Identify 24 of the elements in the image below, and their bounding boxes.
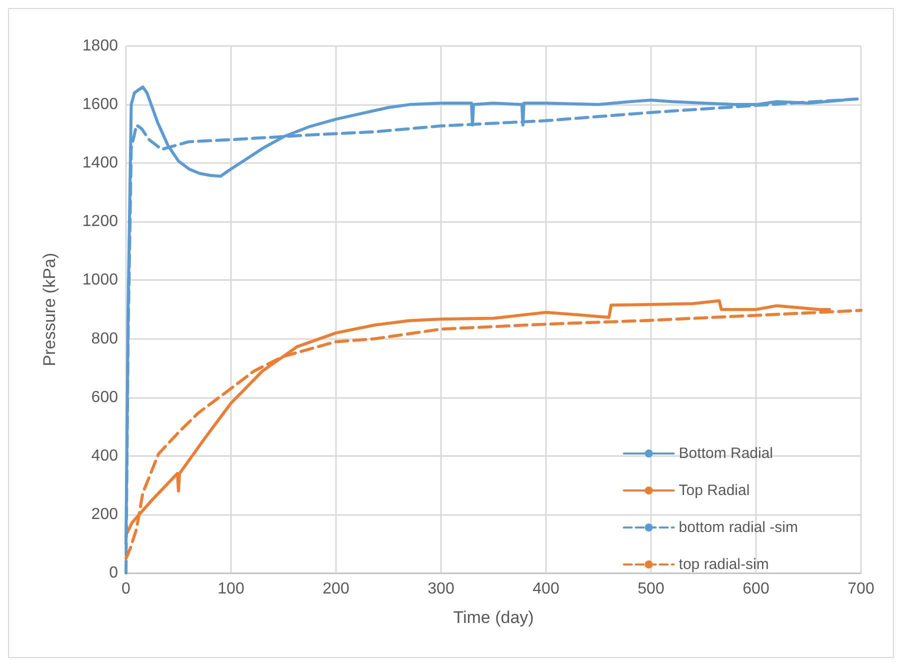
y-tick-label: 1600: [82, 96, 118, 114]
legend-label: bottom radial -sim: [678, 519, 798, 536]
legend-label: top radial-sim: [678, 556, 769, 573]
x-tick-label: 500: [638, 580, 664, 598]
x-tick-label: 0: [122, 580, 131, 598]
x-tick-label: 200: [322, 580, 350, 598]
y-tick-label: 800: [91, 330, 118, 348]
y-tick-label: 1200: [82, 213, 118, 230]
y-axis-title: Pressure (kPa): [40, 252, 59, 366]
y-tick-label: 400: [91, 447, 118, 464]
x-tick-label: 600: [742, 580, 770, 598]
y-tick-label: 600: [91, 388, 118, 406]
y-tick-label: 0: [109, 564, 118, 582]
x-tick-label: 400: [532, 580, 560, 598]
y-tick-label: 1400: [82, 154, 118, 172]
x-tick-label: 100: [218, 580, 244, 598]
y-tick-label: 1800: [82, 38, 118, 54]
x-tick-label: 300: [428, 580, 454, 598]
y-tick-label: 1000: [82, 272, 118, 289]
legend-label: Bottom Radial: [678, 445, 774, 462]
x-tick-label: 700: [848, 580, 874, 598]
y-tick-label: 200: [91, 506, 118, 523]
x-axis-title: Time (day): [453, 608, 534, 627]
legend-label: Top Radial: [678, 482, 750, 499]
